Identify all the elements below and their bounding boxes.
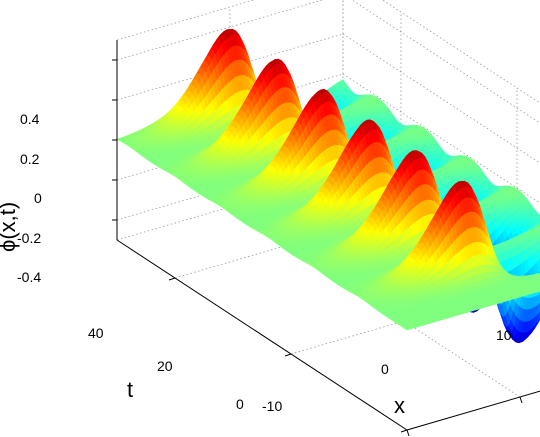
grid-line (342, 73, 540, 204)
grid-line (351, 0, 540, 124)
grid-line (116, 73, 344, 141)
box-edge (381, 0, 540, 104)
surface-mesh (116, 28, 540, 344)
grid-line (116, 0, 324, 61)
grid-line (342, 33, 540, 164)
grid-line (116, 33, 344, 101)
